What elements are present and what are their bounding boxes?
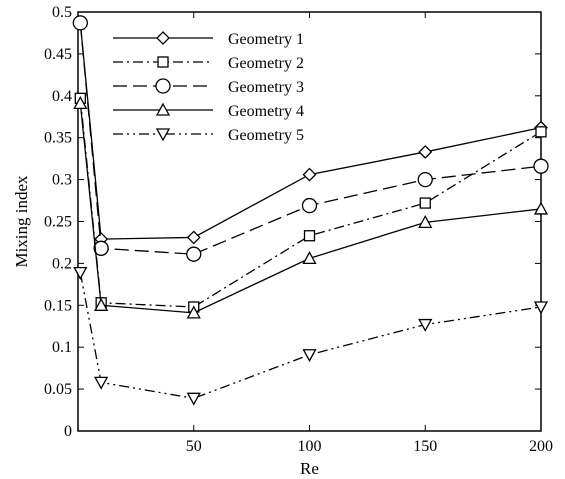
series-line xyxy=(79,22,542,255)
axis-tick-labels: 0 0.05 0.1 0.15 0.2 0.25 0.3 0.35 0.4 0.45 0.5 50 10… xyxy=(44,4,553,455)
series-5 xyxy=(73,266,549,406)
x-tick-label: 200 xyxy=(529,438,553,455)
square-marker xyxy=(303,230,316,242)
y-tick-label: 0 xyxy=(64,423,72,440)
square-marker xyxy=(535,126,547,138)
series-3 xyxy=(72,15,549,262)
circle-marker xyxy=(301,197,318,214)
triangle-up-marker xyxy=(73,95,88,109)
diamond-marker xyxy=(156,31,170,45)
y-tick-label: 0.05 xyxy=(44,381,72,398)
circle-marker xyxy=(417,171,433,188)
square-marker xyxy=(419,197,431,209)
legend-label: Geometry 3 xyxy=(228,79,304,96)
triangle-up-marker xyxy=(94,297,109,311)
triangle-down-marker xyxy=(418,318,433,332)
triangle-down-marker xyxy=(186,392,201,406)
legend-label: Geometry 2 xyxy=(228,55,304,72)
triangle-down-marker xyxy=(533,301,549,315)
y-axis-label: Mixing index xyxy=(12,175,31,268)
y-tick-label: 0.3 xyxy=(52,172,72,189)
x-tick-label: 100 xyxy=(298,438,322,455)
square-marker xyxy=(157,56,169,68)
series-lines xyxy=(72,15,549,406)
triangle-down-marker xyxy=(94,376,109,390)
series-line xyxy=(79,98,542,308)
y-tick-label: 0.5 xyxy=(52,4,72,21)
y-tick-label: 0.25 xyxy=(44,214,72,231)
circle-marker xyxy=(186,246,202,262)
axis-ticks xyxy=(78,11,542,432)
legend-label: Geometry 4 xyxy=(228,103,304,120)
series-line xyxy=(79,272,542,399)
circle-marker xyxy=(93,240,109,256)
legend-entry: Geometry 1 xyxy=(113,31,304,48)
triangle-up-marker xyxy=(418,214,433,228)
legend-entry: Geometry 2 xyxy=(113,55,304,72)
x-tick-label: 150 xyxy=(413,438,437,455)
series-line xyxy=(79,22,542,240)
diamond-marker xyxy=(418,145,433,159)
legend-entry: Geometry 3 xyxy=(113,78,304,96)
legend-entry: Geometry 5 xyxy=(113,127,304,144)
diamond-marker xyxy=(186,230,201,245)
legend-label: Geometry 1 xyxy=(228,31,304,48)
y-tick-label: 0.15 xyxy=(44,297,72,314)
triangle-up-marker xyxy=(533,201,549,215)
series-4 xyxy=(73,95,549,319)
y-tick-label: 0.1 xyxy=(52,339,72,356)
y-tick-label: 0.35 xyxy=(44,130,72,147)
triangle-up-marker xyxy=(186,305,201,319)
x-axis-label: Re xyxy=(300,459,319,478)
legend: Geometry 1 Geometry 2 Geometry 3 Geometry 4… xyxy=(113,31,304,144)
diamond-marker xyxy=(302,167,317,182)
triangle-up-marker xyxy=(155,102,171,116)
series-line xyxy=(79,103,542,314)
y-tick-label: 0.2 xyxy=(52,255,72,272)
x-tick-label: 50 xyxy=(186,438,202,455)
plot-frame xyxy=(77,11,542,432)
circle-marker xyxy=(155,78,171,94)
circle-marker xyxy=(72,15,88,31)
circle-marker xyxy=(533,158,549,174)
triangle-up-marker xyxy=(302,251,317,265)
y-tick-label: 0.45 xyxy=(44,46,72,63)
legend-entry: Geometry 4 xyxy=(113,102,304,120)
triangle-down-marker xyxy=(302,349,317,363)
y-tick-label: 0.4 xyxy=(52,88,72,105)
triangle-down-marker xyxy=(73,266,88,280)
legend-label: Geometry 5 xyxy=(228,127,304,144)
triangle-down-marker xyxy=(155,128,171,142)
